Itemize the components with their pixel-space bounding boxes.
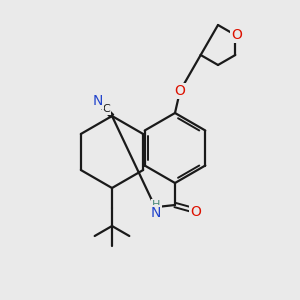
Text: H: H bbox=[152, 200, 160, 210]
Text: O: O bbox=[175, 84, 185, 98]
Text: O: O bbox=[231, 28, 242, 42]
Text: C: C bbox=[103, 104, 110, 114]
Text: N: N bbox=[93, 94, 103, 108]
Text: N: N bbox=[151, 206, 161, 220]
Text: O: O bbox=[190, 205, 201, 219]
